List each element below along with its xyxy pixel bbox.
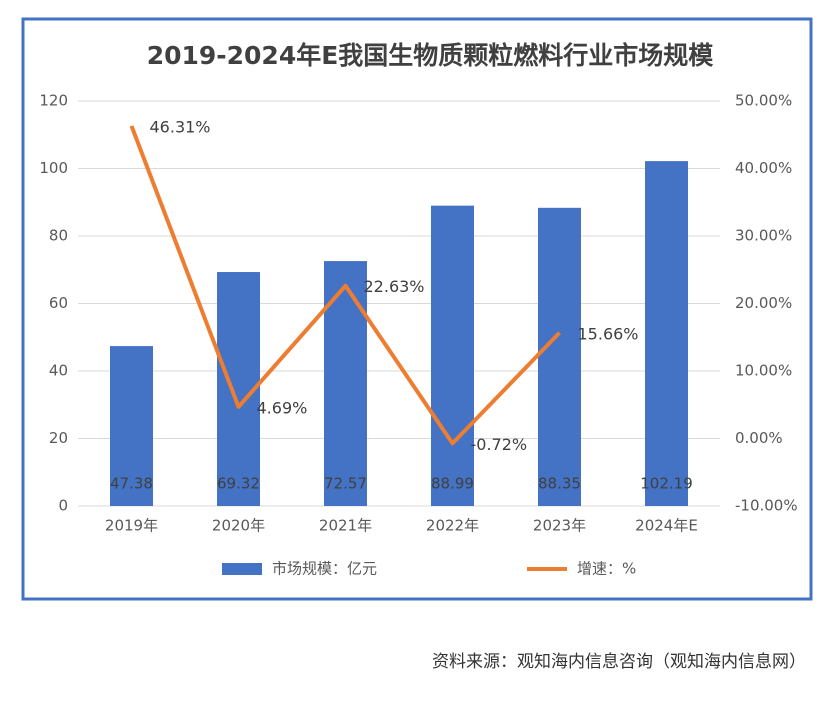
x-tick-label: 2022年 — [426, 517, 479, 535]
data-label: 47.38 — [110, 475, 153, 493]
y2-tick-label: 10.00% — [735, 362, 792, 380]
y-tick-label: 0 — [58, 497, 68, 515]
source: 资料来源：观知海内信息咨询（观知海内信息网） — [432, 652, 806, 672]
bar — [645, 161, 688, 506]
y2-tick-label: 40.00% — [735, 159, 792, 177]
y2-tick-label: 50.00% — [735, 92, 792, 110]
bar — [110, 346, 153, 506]
line — [129, 125, 561, 446]
bar — [431, 205, 474, 506]
data-label: 15.66% — [578, 324, 639, 343]
y-tick-label: 60 — [49, 294, 68, 312]
chart-title: 2019-2024年E我国生物质颗粒燃料行业市场规模 — [147, 41, 715, 70]
x-tick-label: 2023年 — [533, 517, 586, 535]
y2-tick-label: 20.00% — [735, 294, 792, 312]
y2-tick-label: 0.00% — [735, 429, 783, 447]
y-tick-label: 100 — [39, 159, 68, 177]
data-label: -0.72% — [471, 435, 528, 454]
x-tick-label: 2019年 — [105, 517, 158, 535]
data-label: 69.32 — [217, 475, 260, 493]
legend-label: 市场规模：亿元 — [272, 560, 377, 578]
data-label: 88.35 — [538, 475, 581, 493]
y-tick-label: 120 — [39, 92, 68, 110]
y-tick-label: 20 — [49, 429, 68, 447]
x-tick-label: 2024年E — [635, 517, 698, 535]
data-label: 72.57 — [324, 475, 367, 493]
data-label: 22.63% — [364, 277, 425, 296]
bar — [324, 261, 367, 506]
y2-tick-label: 30.00% — [735, 227, 792, 245]
data-label: 4.69% — [257, 398, 308, 417]
bar — [538, 207, 581, 506]
legend-label: 增速：% — [577, 560, 636, 578]
x-tick-label: 2021年 — [319, 517, 372, 535]
legend-swatch — [222, 563, 262, 575]
y-tick-label: 40 — [49, 362, 68, 380]
data-label: 88.99 — [431, 475, 474, 493]
y-tick-label: 80 — [49, 227, 68, 245]
data-label: 102.19 — [640, 475, 693, 493]
chart-frame — [21, 17, 813, 601]
y2-tick-label: -10.00% — [735, 497, 798, 515]
x-tick-label: 2020年 — [212, 517, 265, 535]
data-label: 46.31% — [150, 117, 211, 136]
